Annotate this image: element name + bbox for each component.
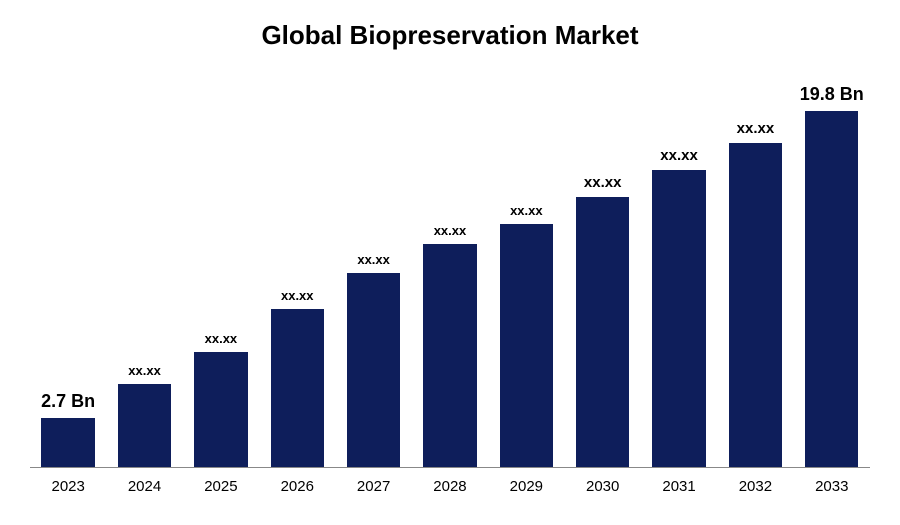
bar-value-label: xx.xx	[737, 120, 775, 137]
bar-value-label: xx.xx	[205, 331, 238, 346]
x-axis-tick: 2030	[565, 478, 641, 495]
bar-value-label: xx.xx	[281, 288, 314, 303]
bar-slot: xx.xx	[259, 71, 335, 467]
bar	[194, 352, 247, 467]
x-axis-tick: 2033	[794, 478, 870, 495]
chart-title: Global Biopreservation Market	[30, 20, 870, 51]
bar-value-label: xx.xx	[584, 174, 622, 191]
bar-slot: xx.xx	[412, 71, 488, 467]
bar-slot: xx.xx	[717, 71, 793, 467]
bar-slot: xx.xx	[183, 71, 259, 467]
x-axis-tick: 2026	[259, 478, 335, 495]
x-axis-tick: 2029	[488, 478, 564, 495]
plot-area: 2.7 Bn xx.xx xx.xx xx.xx xx.xx xx.xx xx.xx xx.x…	[30, 71, 870, 468]
x-axis-tick: 2031	[641, 478, 717, 495]
bar-slot: 19.8 Bn	[794, 71, 870, 467]
bar	[347, 273, 400, 467]
bar-value-label: xx.xx	[510, 203, 543, 218]
bar	[118, 384, 171, 467]
bar	[500, 224, 553, 467]
bar-slot: xx.xx	[488, 71, 564, 467]
bar	[652, 170, 705, 467]
bar	[271, 309, 324, 467]
bar	[41, 418, 94, 467]
x-axis-tick: 2025	[183, 478, 259, 495]
bar-slot: xx.xx	[565, 71, 641, 467]
x-axis-tick: 2027	[335, 478, 411, 495]
chart-container: Global Biopreservation Market 2.7 Bn xx.x…	[0, 0, 900, 525]
bar-slot: xx.xx	[641, 71, 717, 467]
bar	[423, 244, 476, 467]
x-axis: 2023202420252026202720282029203020312032…	[30, 478, 870, 495]
bar-value-label: xx.xx	[128, 363, 161, 378]
bar	[576, 197, 629, 467]
bar-slot: xx.xx	[106, 71, 182, 467]
bars-row: 2.7 Bn xx.xx xx.xx xx.xx xx.xx xx.xx xx.xx xx.x…	[30, 71, 870, 467]
bar	[805, 111, 858, 467]
bar-value-label: xx.xx	[357, 252, 390, 267]
bar-slot: xx.xx	[335, 71, 411, 467]
x-axis-tick: 2023	[30, 478, 106, 495]
x-axis-tick: 2028	[412, 478, 488, 495]
x-axis-tick: 2032	[717, 478, 793, 495]
bar	[729, 143, 782, 467]
bar-value-label: xx.xx	[660, 147, 698, 164]
x-axis-tick: 2024	[106, 478, 182, 495]
bar-slot: 2.7 Bn	[30, 71, 106, 467]
bar-value-label: 2.7 Bn	[41, 391, 95, 412]
bar-value-label: 19.8 Bn	[800, 84, 864, 105]
bar-value-label: xx.xx	[434, 223, 467, 238]
